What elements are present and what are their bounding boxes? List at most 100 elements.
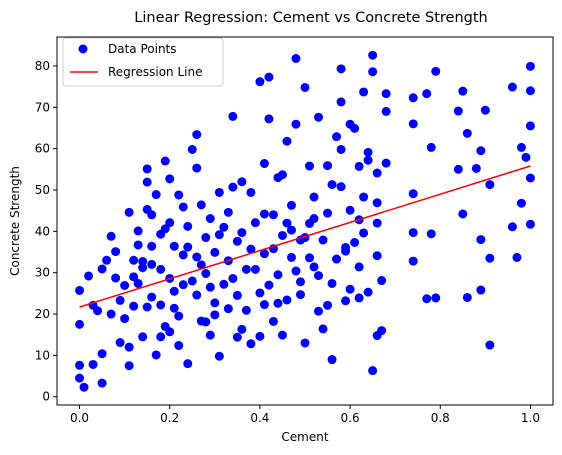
data-point — [129, 272, 139, 282]
data-point — [381, 158, 391, 168]
y-axis-label: Concrete Strength — [8, 166, 22, 276]
data-point — [336, 144, 346, 154]
data-point — [264, 72, 274, 82]
data-point — [336, 182, 346, 192]
x-axis-ticks: 0.0 0.2 0.4 0.6 0.8 1.0 — [70, 405, 540, 425]
data-point — [318, 324, 328, 334]
data-point — [368, 67, 378, 77]
data-point — [431, 293, 441, 303]
data-point — [282, 136, 292, 146]
data-point — [214, 351, 224, 361]
y-axis-ticks: 0 10 20 30 40 50 60 70 80 — [35, 59, 57, 404]
data-point — [431, 66, 441, 76]
data-point — [124, 342, 134, 352]
data-point — [525, 219, 535, 229]
data-point — [309, 214, 319, 224]
data-point — [106, 309, 116, 319]
data-point — [223, 304, 233, 314]
data-point — [268, 316, 278, 326]
data-point — [381, 89, 391, 99]
data-point — [183, 242, 193, 252]
data-point — [350, 238, 360, 247]
data-point — [350, 123, 360, 133]
data-point — [201, 233, 211, 243]
data-point — [323, 208, 333, 218]
data-point — [516, 142, 526, 152]
data-point — [237, 177, 247, 187]
data-point — [295, 277, 305, 287]
data-point — [84, 271, 94, 281]
data-point — [363, 287, 373, 297]
data-point — [93, 306, 103, 316]
data-point — [165, 218, 175, 228]
chart-title: Linear Regression: Cement vs Concrete St… — [134, 10, 487, 26]
data-point — [422, 294, 432, 304]
data-point — [264, 280, 274, 290]
data-point — [453, 106, 463, 116]
data-point — [97, 264, 107, 274]
data-point — [120, 314, 130, 324]
data-point — [408, 256, 418, 266]
y-tick-label: 20 — [35, 307, 50, 321]
data-point — [327, 180, 337, 190]
y-tick-label: 40 — [35, 224, 50, 238]
data-point — [485, 340, 495, 350]
data-point — [309, 192, 319, 202]
data-point — [341, 296, 351, 306]
data-point — [476, 285, 486, 295]
legend: Data Points Regression Line — [62, 37, 224, 87]
data-point — [327, 355, 337, 365]
data-point — [259, 209, 269, 219]
data-point — [174, 340, 184, 350]
data-point — [336, 97, 346, 107]
data-point — [368, 366, 378, 376]
data-point — [268, 210, 278, 220]
data-point — [120, 281, 130, 290]
data-point — [187, 144, 197, 154]
data-point — [138, 332, 148, 342]
data-point — [332, 254, 342, 264]
data-point — [147, 292, 157, 302]
data-point — [115, 295, 125, 305]
data-point — [75, 373, 85, 383]
data-point — [250, 218, 260, 228]
data-point — [480, 105, 490, 115]
data-point — [138, 263, 148, 273]
data-point — [286, 200, 296, 210]
data-point — [277, 230, 287, 240]
data-point — [359, 192, 369, 202]
data-point — [178, 202, 188, 212]
data-point — [214, 230, 224, 240]
data-point — [408, 119, 418, 129]
data-point — [237, 324, 247, 334]
data-point — [156, 264, 166, 274]
data-point — [372, 198, 382, 208]
data-point — [314, 306, 324, 316]
data-point — [314, 271, 324, 281]
data-point — [516, 198, 526, 208]
data-point — [79, 382, 89, 392]
data-point — [192, 130, 202, 140]
data-point — [210, 310, 220, 320]
data-point — [174, 311, 184, 321]
regression-line — [79, 165, 531, 308]
data-point — [147, 241, 157, 251]
data-point — [232, 290, 242, 300]
plot-border — [56, 36, 554, 406]
data-point — [75, 285, 85, 295]
data-point — [381, 106, 391, 116]
data-point — [192, 252, 202, 262]
data-point — [485, 180, 495, 190]
data-point — [205, 214, 215, 224]
data-point — [462, 292, 472, 302]
data-point — [277, 170, 287, 180]
data-point — [205, 330, 215, 340]
data-point — [426, 229, 436, 239]
data-point — [111, 273, 121, 283]
data-point — [323, 161, 333, 171]
data-point — [408, 228, 418, 238]
data-point — [453, 164, 463, 174]
data-point — [210, 247, 220, 257]
data-point — [241, 264, 251, 274]
